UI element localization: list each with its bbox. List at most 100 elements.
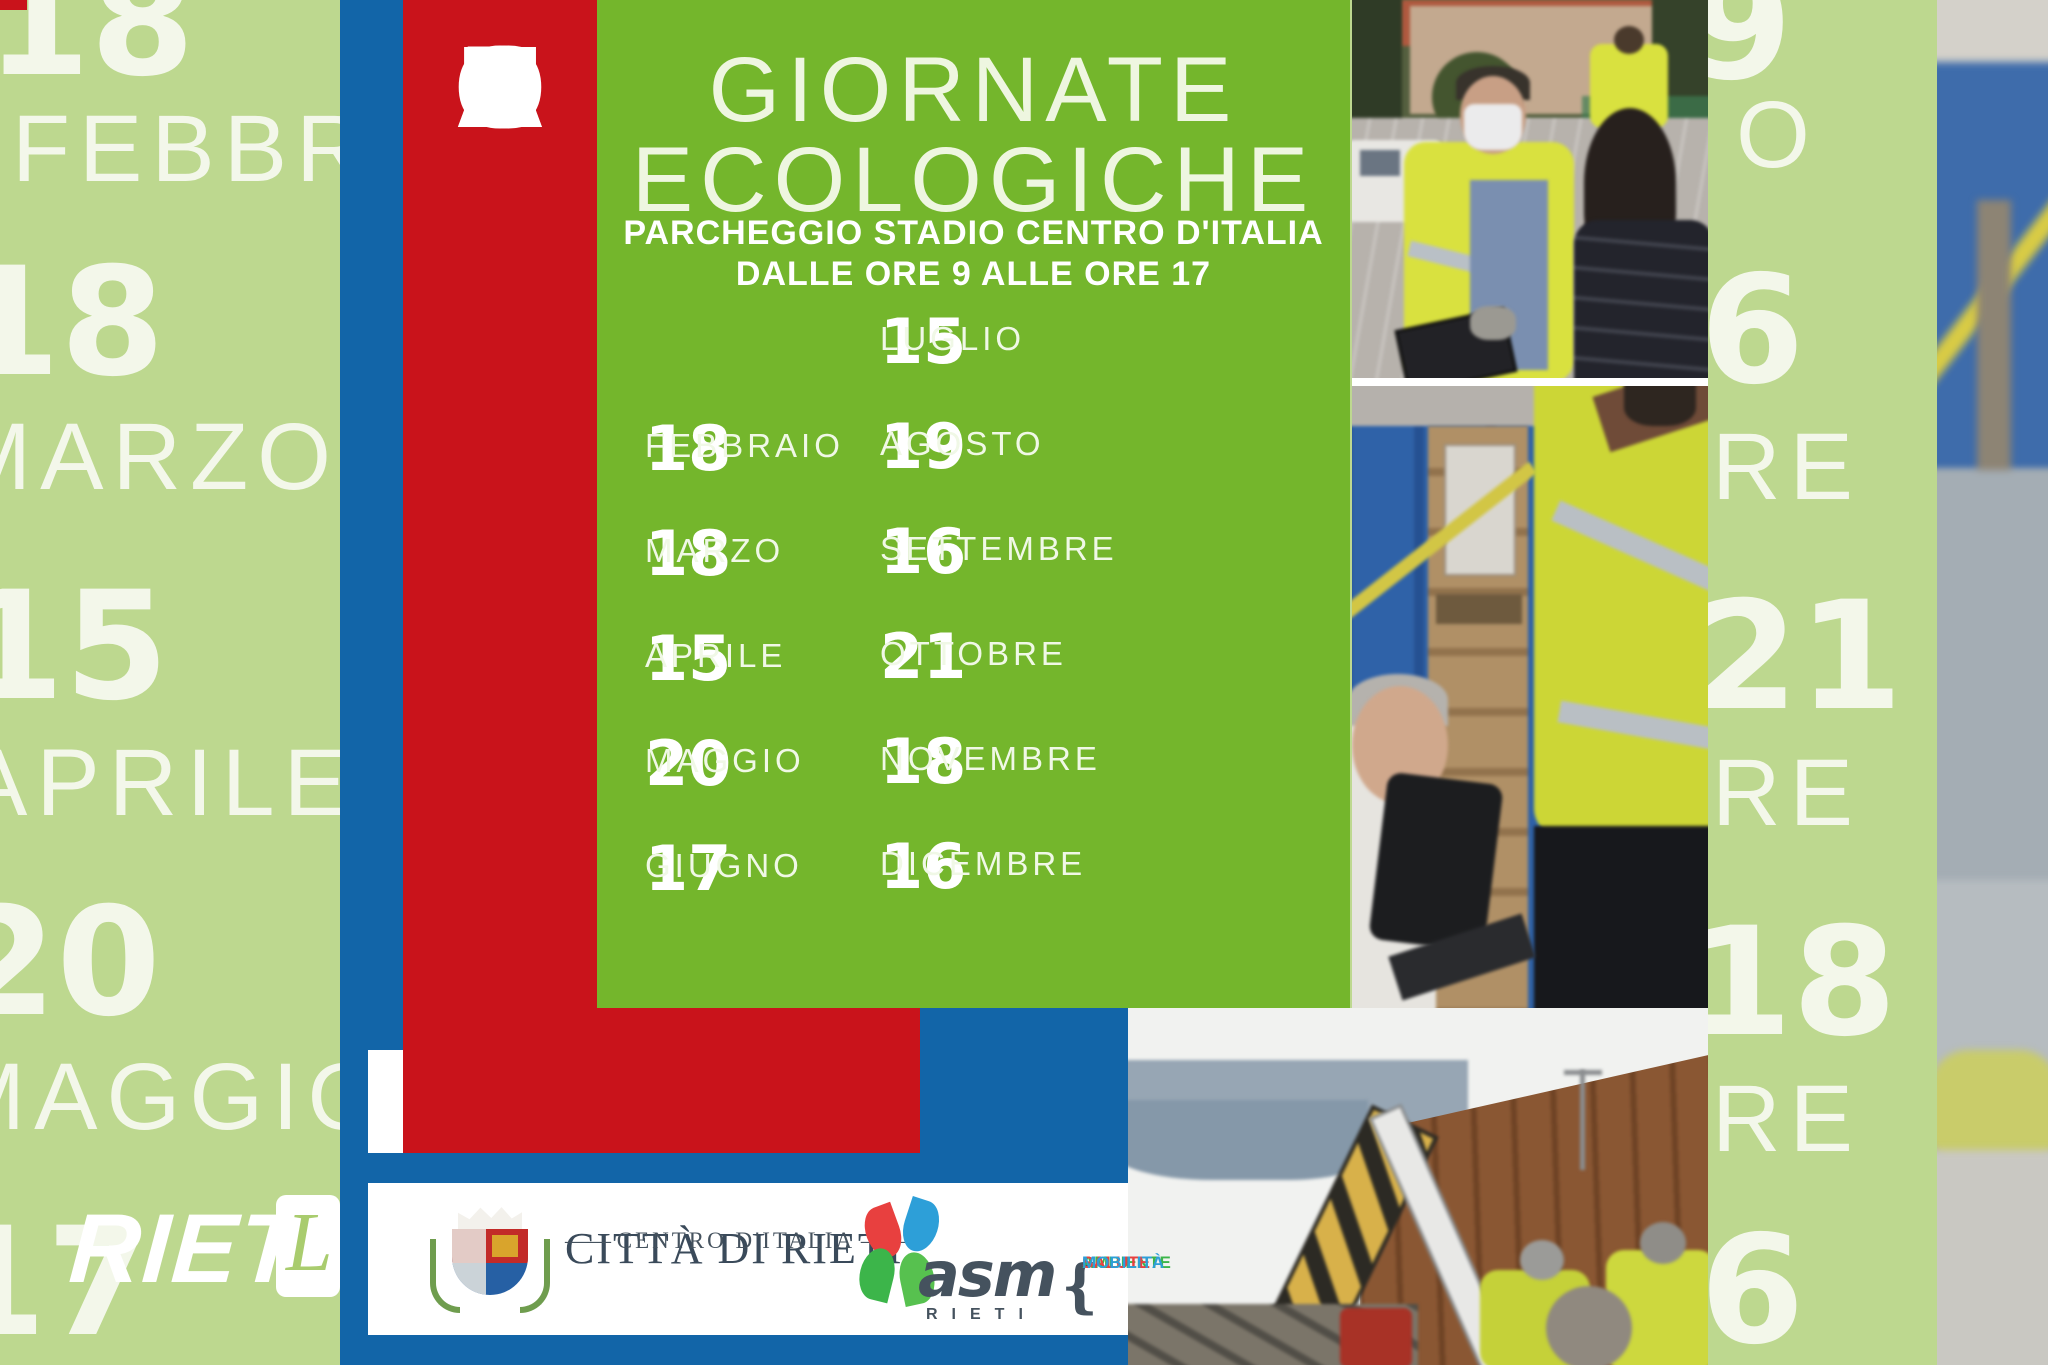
photo-face-mask bbox=[1464, 104, 1522, 150]
background-date-fragment: 17 bbox=[0, 1196, 151, 1365]
calendario-letter: A bbox=[457, 25, 543, 153]
photo-worker-head bbox=[1520, 1240, 1564, 1280]
date-month: AGOSTO bbox=[880, 425, 1045, 462]
background-month-fragment: APRILE bbox=[0, 730, 356, 836]
date-day: 20 bbox=[645, 727, 732, 800]
logo-bar: CITTÀ DI RIETI CENTRO D'ITALIA asm RIETI… bbox=[368, 1183, 1171, 1335]
calendario-letter: L bbox=[464, 25, 536, 153]
photo-worker-head bbox=[1624, 386, 1696, 426]
date-day: 15 bbox=[880, 305, 967, 378]
asm-tag-ambiente: AMBIENTE bbox=[1082, 1253, 1171, 1272]
calendario-red-band bbox=[403, 0, 597, 1153]
calendario-letter: E bbox=[462, 25, 538, 153]
calendario-letter: A bbox=[457, 25, 543, 153]
date-day: 19 bbox=[880, 410, 967, 483]
watermark-logo-badge: L bbox=[276, 1195, 340, 1297]
date-month: GIUGNO bbox=[645, 847, 803, 884]
date-day: 15 bbox=[645, 622, 732, 695]
asm-logo-city: RIETI bbox=[926, 1306, 1037, 1323]
background-month-fragment: MAGGIO bbox=[0, 1044, 391, 1150]
poster-title-line2: ECOLOGICHE bbox=[631, 129, 1316, 231]
background-month-fragment: RE bbox=[1712, 414, 1862, 520]
background-blurred-photo-strip bbox=[1937, 0, 2048, 1365]
photo-street-lamp-pole bbox=[1580, 1070, 1585, 1170]
photo-tree bbox=[1352, 0, 1402, 140]
date-day: 16 bbox=[880, 515, 967, 588]
crest-shield-gold bbox=[492, 1235, 518, 1257]
calendario-vertical-title: C A L E N D A R I O bbox=[403, 25, 597, 1098]
background-date-fragment: 18 bbox=[0, 236, 165, 410]
date-day: 21 bbox=[880, 620, 967, 693]
photo-worker-head bbox=[1546, 1286, 1632, 1365]
asm-logo: asm RIETI ❴ AMBIENTE SALUTE MOBILITÀ bbox=[854, 1196, 1171, 1323]
photo-truck-window bbox=[1360, 150, 1400, 176]
photo-worker-pointing-dumpster bbox=[1352, 386, 1708, 1008]
crest-shield-white bbox=[452, 1229, 486, 1295]
photo-wood-slat bbox=[1436, 594, 1522, 624]
poster-white-corner bbox=[368, 1050, 403, 1157]
calendario-letter: D bbox=[454, 25, 546, 153]
photo-workers-collecting-monitor bbox=[1352, 0, 1708, 378]
blue-bottom-bar bbox=[340, 1335, 1128, 1365]
background-date-fragment: 6 bbox=[1700, 1204, 1805, 1365]
background-date-fragment: 18 bbox=[1688, 896, 1897, 1070]
background-date-fragment: 6 bbox=[1700, 244, 1805, 418]
background-month-fragment: RE bbox=[1712, 740, 1862, 846]
calendario-letter: R bbox=[457, 25, 543, 153]
rietilife-watermark: RIETI L bbox=[66, 1193, 400, 1308]
crest-shield bbox=[452, 1229, 528, 1295]
date-day: 18 bbox=[880, 725, 967, 798]
background-red-artifact bbox=[0, 0, 27, 10]
city-logo-subtitle: CENTRO D'ITALIA bbox=[565, 1228, 907, 1254]
photo-hivis-worker bbox=[1534, 386, 1708, 838]
photo-work-glove bbox=[1470, 306, 1516, 340]
blue-divider-bar bbox=[340, 1153, 1128, 1183]
date-month: MAGGIO bbox=[645, 742, 805, 779]
date-month: SETTEMBRE bbox=[880, 530, 1118, 567]
asm-tag-mobilita: MOBILITÀ bbox=[1082, 1253, 1165, 1272]
calendario-letter: C bbox=[459, 25, 541, 153]
photo-separator bbox=[1352, 378, 1708, 386]
poster-subtitle-line2: DALLE ORE 9 ALLE ORE 17 bbox=[735, 255, 1212, 293]
rieti-city-crest-icon bbox=[428, 1205, 558, 1320]
asm-logo-text: asm bbox=[918, 1238, 1057, 1311]
background-date-fragment: 21 bbox=[1694, 570, 1903, 744]
poster-title-line1: GIORNATE bbox=[708, 39, 1239, 141]
photo-worker-head bbox=[1640, 1222, 1686, 1264]
red-lower-block bbox=[403, 1008, 920, 1153]
blurred-gray-area bbox=[1937, 1150, 2048, 1365]
blurred-pavement bbox=[1937, 0, 2048, 72]
background-month-fragment: MARZO bbox=[0, 404, 341, 510]
background-date-fragment: 18 bbox=[0, 0, 195, 110]
blurred-gray-area bbox=[1937, 470, 2048, 890]
calendario-letter: I bbox=[479, 25, 521, 153]
background-month-fragment: RE bbox=[1712, 1066, 1862, 1172]
date-month: LUGLIO bbox=[880, 320, 1026, 357]
date-month: APRILE bbox=[645, 637, 787, 674]
date-month: NOVEMBRE bbox=[880, 740, 1101, 777]
crest-crown bbox=[458, 1207, 522, 1231]
green-dates-panel bbox=[597, 0, 1350, 1008]
photo-woman-puffer-jacket bbox=[1574, 220, 1708, 378]
photo-hills bbox=[1128, 1100, 1368, 1180]
date-day: 16 bbox=[880, 830, 967, 903]
photo-red-chair bbox=[1340, 1308, 1412, 1365]
asm-tag-salute: SALUTE bbox=[1082, 1253, 1150, 1272]
date-day: 18 bbox=[645, 517, 732, 590]
background-date-fragment: 15 bbox=[0, 560, 169, 734]
poster-subtitle-line1: PARCHEGGIO STADIO CENTRO D'ITALIA bbox=[623, 214, 1324, 252]
asm-brace-glyph: ❴ bbox=[1056, 1254, 1105, 1319]
date-day: 17 bbox=[645, 832, 732, 905]
photo-scrap-metal-unloading bbox=[1128, 1008, 1708, 1365]
date-month: FEBBRAIO bbox=[645, 427, 844, 464]
background-month-fragment: O bbox=[1736, 82, 1819, 188]
background-date-fragment: 20 bbox=[0, 876, 161, 1050]
photo-background-worker-head bbox=[1614, 26, 1644, 54]
date-month: MARZO bbox=[645, 532, 785, 569]
date-month: OTTOBRE bbox=[880, 635, 1067, 672]
calendario-letter: O bbox=[453, 25, 547, 153]
date-day: 18 bbox=[645, 412, 732, 485]
calendario-letter: N bbox=[453, 25, 547, 153]
watermark-badge-letter: L bbox=[286, 1196, 333, 1289]
